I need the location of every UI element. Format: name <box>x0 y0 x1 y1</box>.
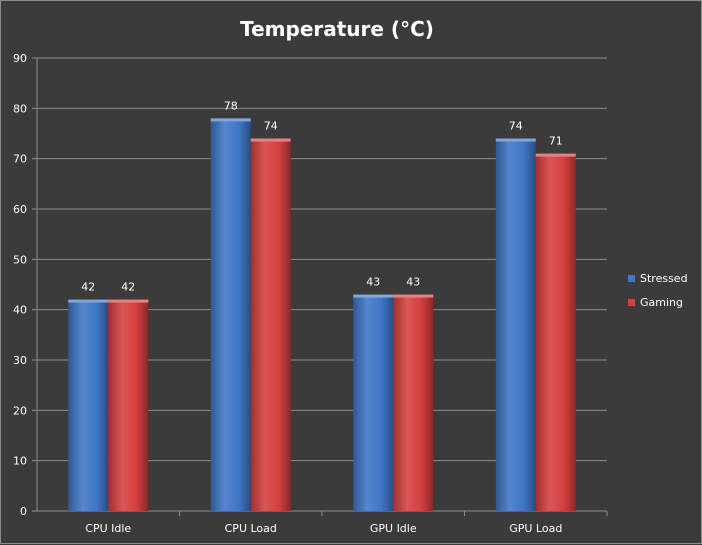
bar-stressed <box>210 118 251 512</box>
legend-swatch-stressed <box>628 275 635 282</box>
data-label: 71 <box>549 135 563 148</box>
x-tick-label: GPU Load <box>509 522 562 535</box>
y-tick-label: 30 <box>13 354 27 367</box>
data-label: 74 <box>264 120 278 133</box>
x-tick-label: GPU Idle <box>370 522 417 535</box>
bar-stressed <box>68 299 109 511</box>
y-tick-label: 80 <box>13 102 27 115</box>
legend-label-stressed: Stressed <box>640 272 688 285</box>
bar-top-highlight <box>393 294 434 298</box>
data-label: 43 <box>366 276 380 289</box>
x-tick-label: CPU Load <box>225 522 277 535</box>
bar-gaming <box>535 153 576 511</box>
bar-top-highlight <box>495 138 536 142</box>
y-tick-label: 10 <box>13 455 27 468</box>
y-tick-label: 0 <box>20 505 27 518</box>
bar-gaming <box>108 299 149 511</box>
bar-top-highlight <box>353 294 394 298</box>
data-label: 74 <box>509 120 523 133</box>
bar-top-highlight <box>210 118 251 122</box>
data-label: 43 <box>406 276 420 289</box>
bar-stressed <box>353 294 394 511</box>
bar-gaming <box>393 294 434 511</box>
bar-top-highlight <box>250 138 291 142</box>
chart-title: Temperature (°C) <box>240 17 434 41</box>
legend-label-gaming: Gaming <box>640 296 683 309</box>
y-tick-label: 50 <box>13 253 27 266</box>
bar-top-highlight <box>68 299 109 303</box>
y-tick-label: 60 <box>13 203 27 216</box>
legend-swatch-gaming <box>628 299 635 306</box>
y-tick-label: 90 <box>13 52 27 65</box>
bar-top-highlight <box>108 299 149 303</box>
data-label: 42 <box>121 281 135 294</box>
bar-top-highlight <box>535 153 576 157</box>
bar-stressed <box>495 138 536 512</box>
y-tick-label: 40 <box>13 304 27 317</box>
x-tick-label: CPU Idle <box>85 522 131 535</box>
y-tick-label: 70 <box>13 153 27 166</box>
bar-gaming <box>250 138 291 512</box>
data-label: 42 <box>81 281 95 294</box>
y-tick-label: 20 <box>13 404 27 417</box>
data-label: 78 <box>224 99 238 112</box>
